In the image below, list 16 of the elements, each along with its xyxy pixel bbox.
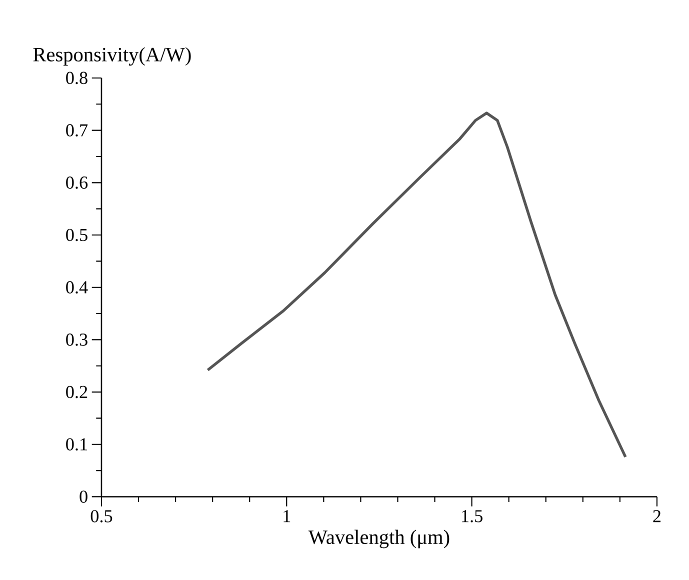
x-tick-label: 1 xyxy=(284,510,290,522)
y-axis-title: Responsivity(A/W) xyxy=(33,47,191,66)
x-tick-label: 0.5 xyxy=(90,510,112,522)
x-tick-label: 2 xyxy=(653,510,660,522)
x-axis-title: Wavelength (μm) xyxy=(308,530,450,548)
y-tick-label: 0.6 xyxy=(66,176,88,189)
y-tick-label: 0.5 xyxy=(66,228,88,242)
x-tick-label: 1.5 xyxy=(462,510,482,522)
y-tick-label: 0.2 xyxy=(66,386,88,398)
y-tick-label: 0.1 xyxy=(66,438,88,451)
y-tick-label: 0.3 xyxy=(66,334,88,346)
y-tick-label: 0.7 xyxy=(66,124,88,136)
line-series xyxy=(206,112,627,458)
y-tick-label: 0.8 xyxy=(66,72,88,84)
y-tick-label: 0.4 xyxy=(66,281,88,294)
y-tick-label: 0 xyxy=(80,490,88,503)
